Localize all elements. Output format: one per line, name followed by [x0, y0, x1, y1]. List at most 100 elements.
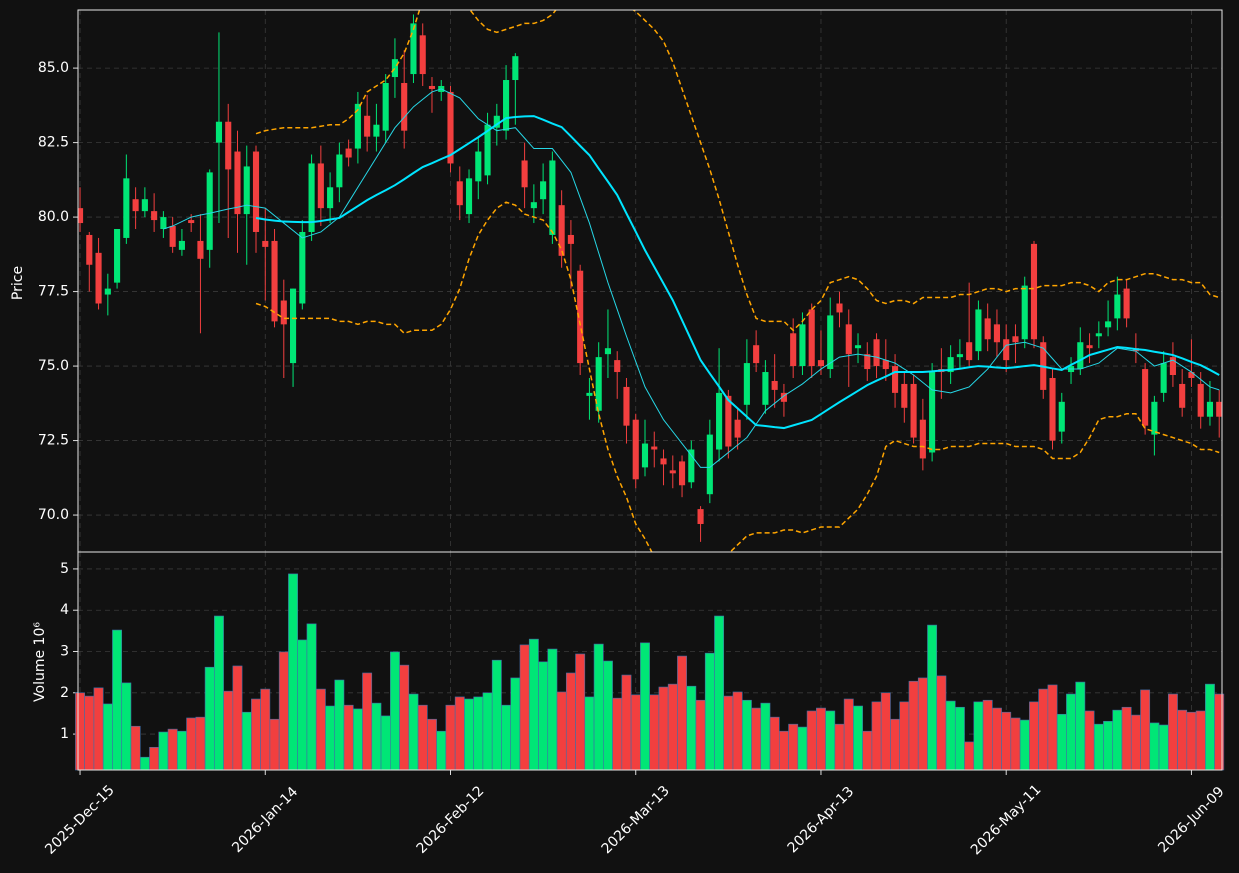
y-tick-label: 1 — [60, 726, 69, 742]
candle-body — [1197, 383, 1204, 417]
candle-body — [1114, 294, 1121, 319]
volume-bar — [380, 715, 391, 771]
volume-bar — [297, 639, 308, 771]
candle-body — [299, 231, 306, 304]
volume-bar — [982, 699, 993, 771]
volume-bar — [964, 741, 975, 771]
candle-body — [530, 202, 537, 209]
volume-bar — [834, 723, 845, 771]
candle-body — [1012, 336, 1019, 343]
candle-body — [1095, 333, 1102, 337]
volume-bar — [723, 695, 734, 771]
candle-body — [780, 392, 787, 402]
candle-body — [1206, 401, 1214, 417]
volume-bar — [677, 655, 687, 771]
volume-bar — [501, 704, 512, 771]
candle-body — [215, 121, 223, 143]
candle-body — [271, 240, 278, 322]
volume-bar — [538, 661, 549, 771]
candle-body — [799, 324, 806, 367]
volume-axis-label: Volume 10⁶ — [32, 622, 48, 702]
volume-bar — [1084, 710, 1095, 771]
volume-bar — [1121, 706, 1132, 771]
candle-body — [132, 199, 139, 212]
candle-body — [614, 360, 621, 373]
candle-body — [651, 446, 658, 450]
candle-body — [151, 211, 158, 221]
volume-bar — [130, 725, 141, 771]
candle-body — [873, 339, 880, 367]
volume-bar — [491, 659, 502, 771]
volume-bar — [714, 615, 725, 771]
candle-body — [678, 461, 686, 486]
volume-bar — [973, 701, 984, 771]
candle-body — [734, 419, 741, 438]
volume-bar — [1019, 719, 1030, 771]
volume-bar — [214, 615, 224, 771]
volume-bar — [445, 704, 456, 771]
volume-bar — [528, 638, 539, 771]
y-tick-label: 80.0 — [38, 209, 69, 225]
y-tick-label: 5 — [60, 561, 69, 577]
volume-bar — [816, 707, 826, 771]
y-tick-label: 4 — [60, 602, 69, 618]
candle-body — [104, 288, 111, 295]
y-tick-label: 72.5 — [38, 433, 69, 449]
candle-body — [345, 148, 352, 158]
volume-bar — [954, 706, 965, 771]
candle-body — [567, 234, 574, 244]
candle-body — [1058, 401, 1065, 432]
volume-bar — [112, 629, 123, 771]
volume-bar — [519, 644, 530, 771]
candle-body — [845, 324, 852, 355]
candle-body — [586, 392, 593, 396]
candle-body — [503, 80, 510, 131]
candle-body — [234, 151, 241, 215]
candle-body — [373, 124, 380, 137]
candle-body — [716, 392, 723, 450]
volume-bar — [760, 702, 771, 771]
volume-bar — [288, 573, 298, 771]
candle-body — [836, 303, 843, 313]
candle-body — [401, 83, 408, 131]
candle-body — [465, 178, 473, 215]
volume-bar — [945, 700, 956, 771]
volume-bar — [806, 710, 817, 771]
volume-bar — [1075, 681, 1086, 771]
candle-body — [512, 56, 519, 81]
candle-body — [929, 372, 936, 453]
candle-body — [206, 172, 213, 250]
candle-body — [540, 181, 547, 200]
volume-bar — [417, 704, 428, 771]
volume-bar — [204, 666, 215, 771]
volume-bar — [741, 699, 752, 771]
volume-bar — [362, 672, 373, 771]
volume-bar — [427, 718, 437, 771]
candle-body — [558, 205, 565, 256]
candle-body — [123, 178, 130, 238]
volume-bar — [612, 697, 623, 771]
candle-body — [956, 354, 963, 358]
volume-bar — [408, 693, 419, 771]
volume-bar — [260, 688, 271, 771]
candle-body — [919, 419, 926, 459]
volume-bar — [1195, 710, 1206, 771]
volume-bar — [1103, 720, 1114, 771]
volume-bar — [1177, 709, 1188, 771]
volume-bar — [482, 692, 493, 771]
candle-body — [336, 154, 343, 188]
candle-body — [1077, 342, 1084, 370]
volume-bar — [603, 660, 613, 771]
volume-bar — [251, 698, 261, 771]
candle-body — [771, 380, 778, 390]
candle-body — [1160, 363, 1167, 393]
volume-bar — [927, 624, 938, 771]
volume-bar — [223, 690, 234, 771]
candle-body — [391, 59, 398, 78]
volume-bar — [556, 691, 567, 771]
candle-body — [808, 309, 815, 367]
volume-bar — [139, 756, 150, 771]
volume-bar — [565, 672, 576, 771]
candle-body — [753, 345, 760, 364]
candle-body — [197, 240, 204, 259]
